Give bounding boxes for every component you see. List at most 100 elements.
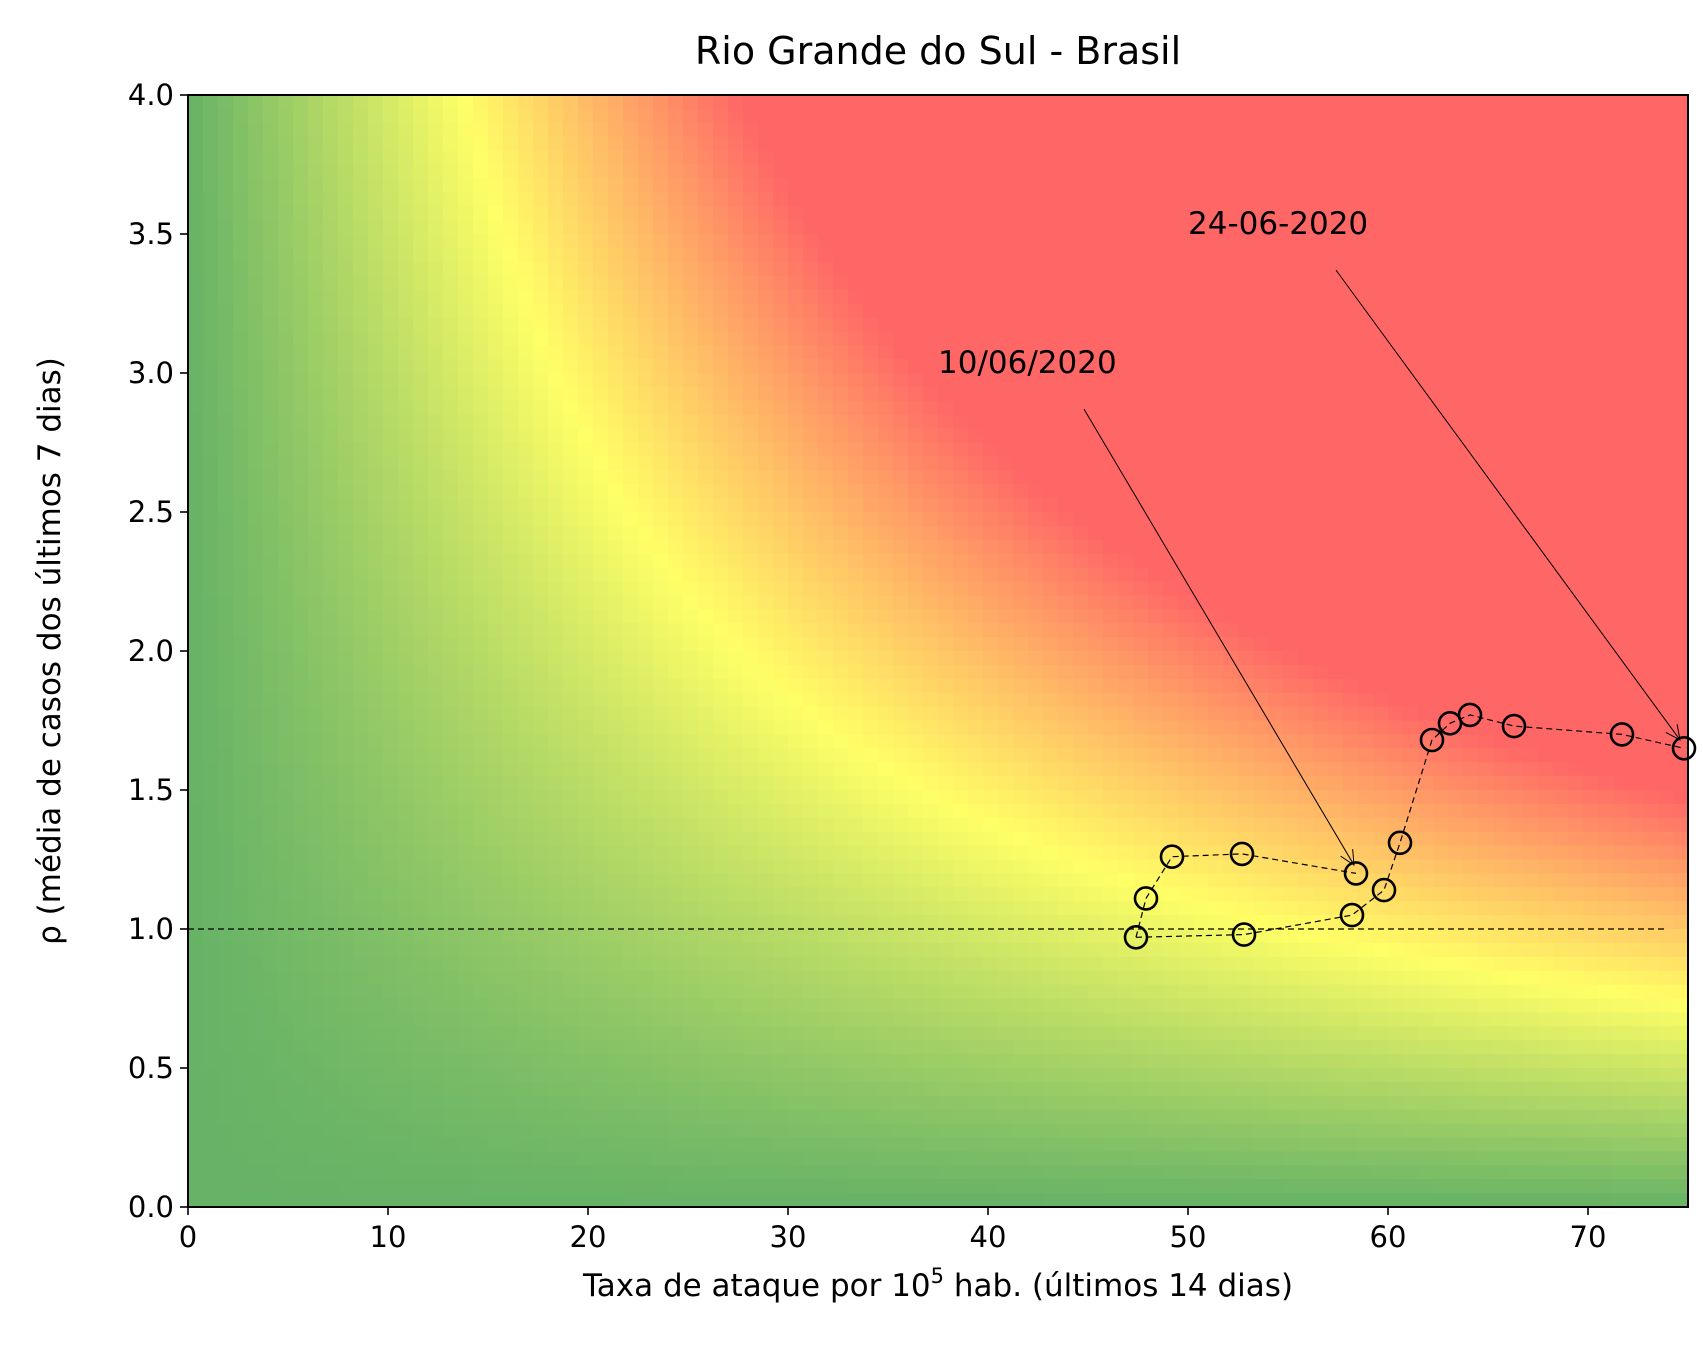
heatmap-cell [1088, 220, 1104, 235]
heatmap-cell [428, 289, 444, 305]
heatmap-cell [308, 873, 324, 888]
heatmap-cell [593, 637, 609, 652]
heatmap-cell [533, 275, 549, 291]
heatmap-cell [233, 1193, 249, 1207]
heatmap-cell [953, 1179, 969, 1194]
heatmap-cell [773, 192, 789, 207]
heatmap-cell [323, 164, 339, 179]
heatmap-cell [473, 1193, 489, 1207]
heatmap-cell [533, 942, 549, 958]
heatmap-cell [878, 1137, 894, 1152]
heatmap-cell [563, 317, 579, 332]
heatmap-cell [773, 942, 789, 958]
heatmap-cell [428, 512, 444, 527]
heatmap-cell [833, 192, 849, 207]
heatmap-cell [1088, 1179, 1104, 1194]
heatmap-cell [848, 206, 864, 221]
heatmap-cell [863, 428, 879, 444]
heatmap-cell [953, 998, 969, 1013]
heatmap-cell [788, 303, 804, 318]
heatmap-cell [593, 1179, 609, 1194]
heatmap-cell [293, 762, 309, 777]
heatmap-cell [863, 150, 879, 166]
heatmap-cell [443, 887, 459, 902]
heatmap-cell [248, 1179, 264, 1194]
heatmap-cell [473, 1165, 489, 1180]
heatmap-cell [1013, 414, 1029, 430]
heatmap-cell [893, 247, 909, 263]
heatmap-cell [233, 776, 249, 791]
heatmap-cell [923, 873, 939, 888]
heatmap-cell [383, 400, 399, 416]
heatmap-cell [188, 261, 204, 277]
heatmap-cell [833, 859, 849, 874]
heatmap-cell [413, 289, 429, 305]
heatmap-cell [548, 1123, 564, 1139]
heatmap-cell [1073, 929, 1089, 944]
heatmap-cell [323, 929, 339, 944]
heatmap-cell [293, 373, 309, 388]
heatmap-cell [968, 929, 984, 944]
heatmap-cell [968, 651, 984, 666]
heatmap-cell [218, 303, 234, 318]
heatmap-cell [773, 1068, 789, 1083]
heatmap-cell [323, 1054, 339, 1069]
heatmap-cell [1013, 386, 1029, 402]
heatmap-cell [968, 498, 984, 513]
heatmap-cell [278, 108, 294, 124]
heatmap-cell [848, 553, 864, 569]
heatmap-cell [248, 192, 264, 207]
heatmap-cell [263, 192, 279, 207]
heatmap-cell [998, 887, 1014, 902]
heatmap-cell [578, 817, 594, 833]
heatmap-cell [938, 261, 954, 277]
heatmap-cell [353, 220, 369, 235]
heatmap-cell [293, 414, 309, 430]
heatmap-cell [398, 164, 414, 179]
heatmap-cell [863, 220, 879, 235]
heatmap-cell [668, 734, 684, 749]
heatmap-cell [953, 442, 969, 457]
heatmap-cell [728, 345, 744, 360]
heatmap-cell [1118, 456, 1134, 471]
heatmap-cell [713, 581, 729, 596]
heatmap-cell [953, 373, 969, 388]
heatmap-cell [938, 637, 954, 652]
heatmap-cell [233, 1095, 249, 1111]
heatmap-cell [968, 762, 984, 777]
heatmap-cell [578, 637, 594, 652]
heatmap-cell [833, 428, 849, 444]
heatmap-cell [578, 289, 594, 305]
heatmap-cell [893, 915, 909, 930]
heatmap-cell [1043, 929, 1059, 944]
heatmap-cell [278, 970, 294, 986]
heatmap-cell [593, 1165, 609, 1180]
heatmap-cell [1028, 581, 1044, 596]
heatmap-cell [563, 581, 579, 596]
heatmap-cell [593, 414, 609, 430]
heatmap-cell [968, 678, 984, 694]
heatmap-cell [698, 678, 714, 694]
heatmap-cell [1088, 442, 1104, 457]
heatmap-cell [458, 970, 474, 986]
heatmap-cell [803, 692, 819, 708]
heatmap-cell [338, 998, 354, 1013]
heatmap-cell [1103, 136, 1119, 152]
heatmap-cell [788, 428, 804, 444]
heatmap-cell [1103, 1026, 1119, 1041]
heatmap-cell [413, 345, 429, 360]
heatmap-cell [278, 164, 294, 179]
heatmap-cell [563, 400, 579, 416]
heatmap-cell [878, 164, 894, 179]
heatmap-cell [968, 553, 984, 569]
heatmap-cell [398, 595, 414, 610]
heatmap-cell [203, 748, 219, 763]
heatmap-cell [233, 234, 249, 249]
heatmap-cell [353, 539, 369, 555]
heatmap-cell [863, 192, 879, 207]
heatmap-cell [308, 512, 324, 527]
heatmap-cell [338, 359, 354, 374]
heatmap-cell [713, 651, 729, 666]
heatmap-cell [203, 359, 219, 374]
heatmap-cell [503, 1068, 519, 1083]
